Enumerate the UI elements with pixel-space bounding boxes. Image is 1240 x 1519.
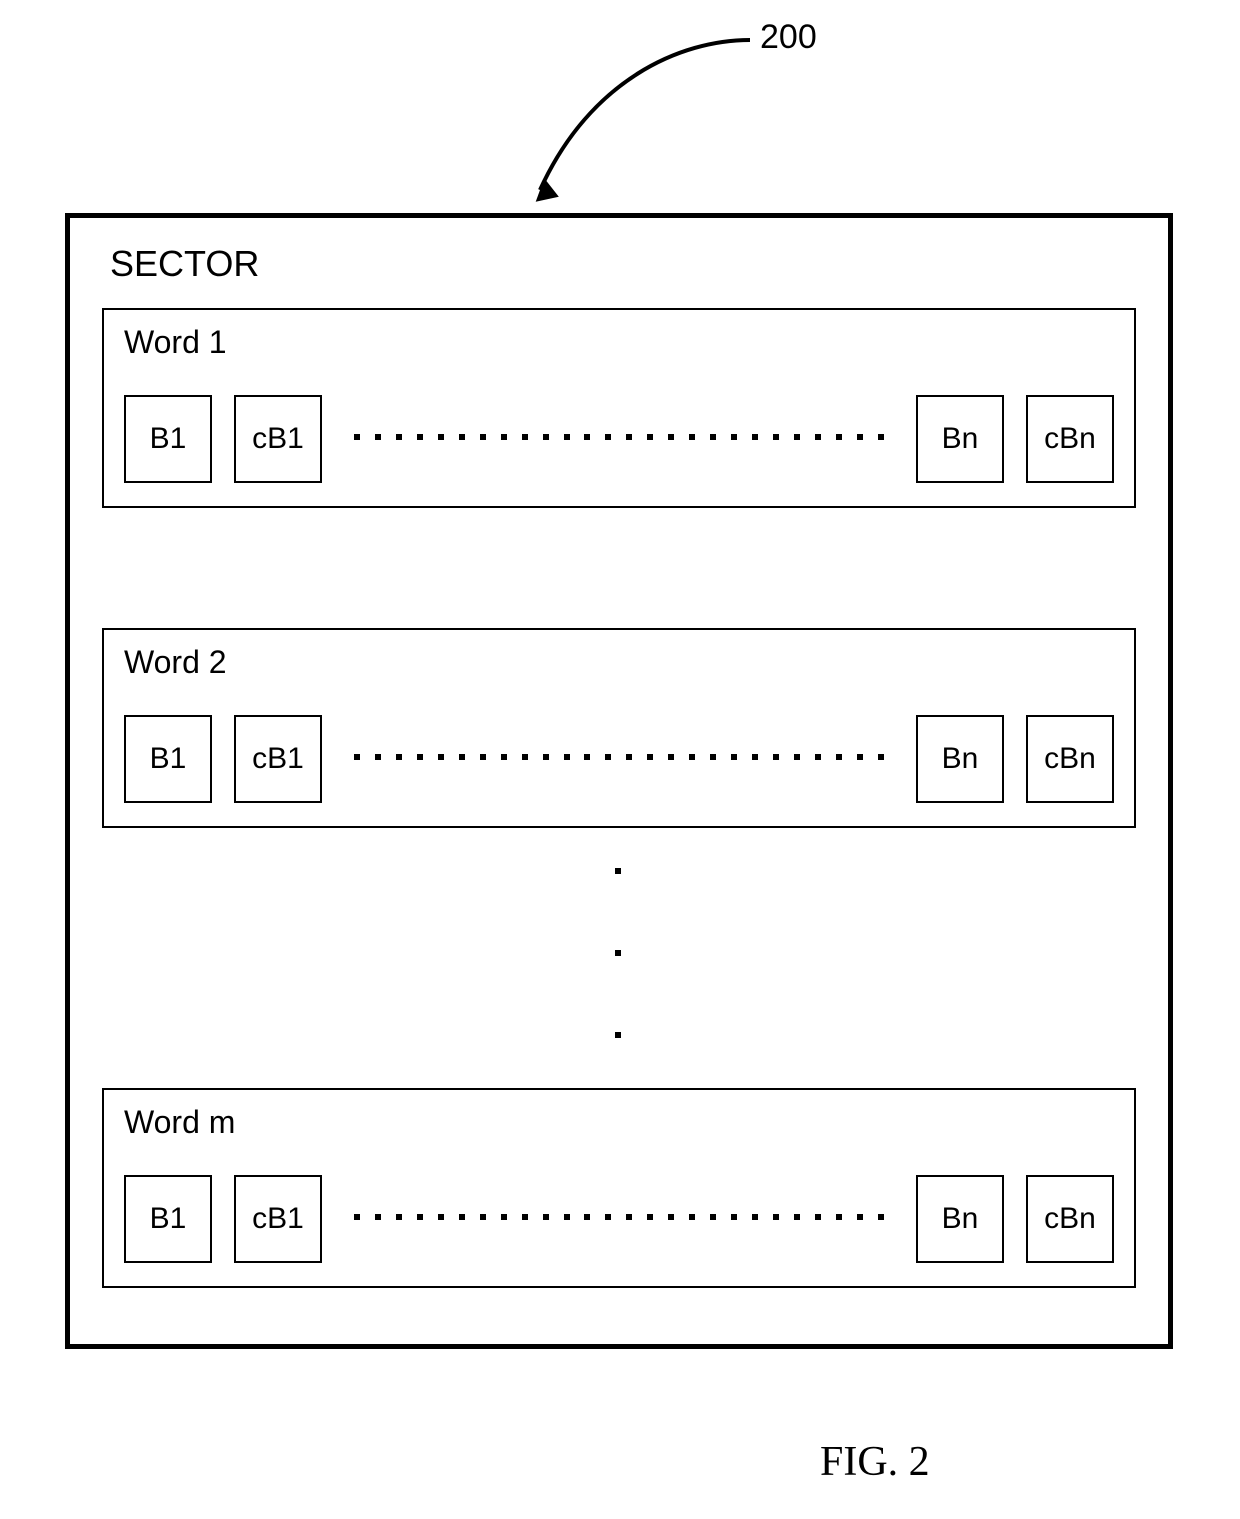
sector-title: SECTOR	[110, 243, 259, 285]
word-block: Word 1 B1cB1 BncBn	[102, 308, 1136, 508]
figure-caption: FIG. 2	[820, 1438, 930, 1486]
bit-cell-cb1: cB1	[234, 395, 322, 483]
pointer-arrow	[500, 30, 760, 220]
vertical-ellipsis	[615, 868, 621, 1038]
horizontal-ellipsis	[354, 434, 884, 440]
bit-cell-b1: B1	[124, 395, 212, 483]
bit-cell-bn: Bn	[916, 715, 1004, 803]
bit-cell-bn: Bn	[916, 1175, 1004, 1263]
horizontal-ellipsis	[354, 754, 884, 760]
arrow-path	[540, 40, 750, 190]
bit-cell-cbn: cBn	[1026, 1175, 1114, 1263]
arrow-head	[536, 178, 559, 201]
reference-number: 200	[760, 18, 817, 57]
horizontal-ellipsis	[354, 1214, 884, 1220]
bit-cell-b1: B1	[124, 715, 212, 803]
bit-cell-cbn: cBn	[1026, 715, 1114, 803]
bit-cell-cb1: cB1	[234, 715, 322, 803]
word-title: Word 2	[124, 644, 227, 681]
word-block: Word m B1cB1 BncBn	[102, 1088, 1136, 1288]
bit-cell-cb1: cB1	[234, 1175, 322, 1263]
sector-box: SECTOR Word 1B1cB1BncBnWord 2B1cB1BncBnW…	[65, 213, 1173, 1349]
bit-cell-cbn: cBn	[1026, 395, 1114, 483]
bit-cell-bn: Bn	[916, 395, 1004, 483]
figure-canvas: 200 SECTOR Word 1B1cB1BncBnWord 2B1cB1Bn…	[0, 0, 1240, 1519]
word-title: Word m	[124, 1104, 235, 1141]
bit-cell-b1: B1	[124, 1175, 212, 1263]
word-title: Word 1	[124, 324, 227, 361]
word-block: Word 2 B1cB1 BncBn	[102, 628, 1136, 828]
